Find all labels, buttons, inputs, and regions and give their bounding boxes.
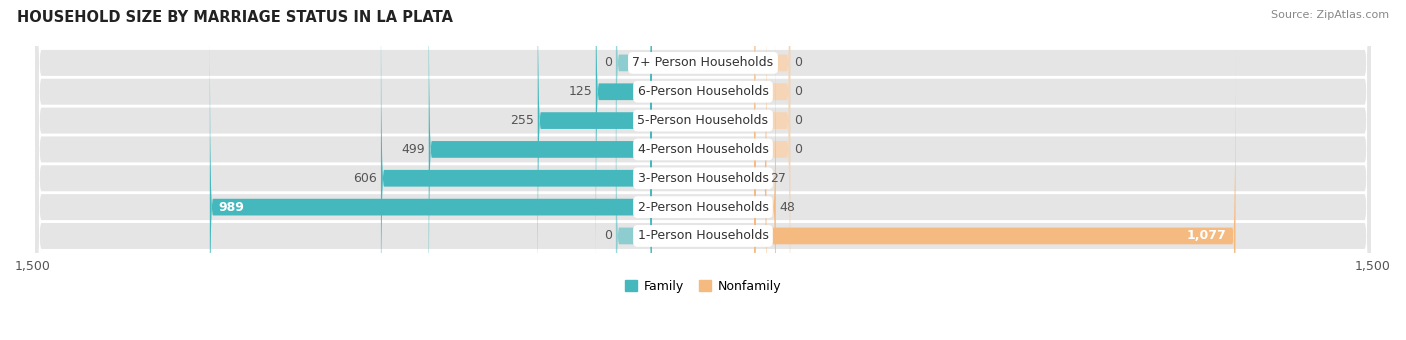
Text: 0: 0 xyxy=(793,143,801,156)
Text: 7+ Person Households: 7+ Person Households xyxy=(633,56,773,69)
FancyBboxPatch shape xyxy=(381,0,651,340)
FancyBboxPatch shape xyxy=(537,0,651,314)
FancyBboxPatch shape xyxy=(209,14,651,340)
FancyBboxPatch shape xyxy=(35,0,1371,340)
Text: 0: 0 xyxy=(793,85,801,98)
FancyBboxPatch shape xyxy=(755,0,790,285)
Text: 0: 0 xyxy=(793,114,801,127)
Text: 1,077: 1,077 xyxy=(1187,230,1226,242)
FancyBboxPatch shape xyxy=(596,0,651,285)
FancyBboxPatch shape xyxy=(429,0,651,340)
FancyBboxPatch shape xyxy=(35,0,1371,340)
FancyBboxPatch shape xyxy=(755,14,776,340)
Text: 5-Person Households: 5-Person Households xyxy=(637,114,769,127)
FancyBboxPatch shape xyxy=(35,0,1371,340)
Text: 4-Person Households: 4-Person Households xyxy=(637,143,769,156)
FancyBboxPatch shape xyxy=(755,0,790,340)
FancyBboxPatch shape xyxy=(35,0,1371,340)
Text: 606: 606 xyxy=(353,172,377,185)
FancyBboxPatch shape xyxy=(616,0,651,256)
Text: 1-Person Households: 1-Person Households xyxy=(637,230,769,242)
FancyBboxPatch shape xyxy=(35,0,1371,340)
FancyBboxPatch shape xyxy=(35,0,1371,340)
Text: 989: 989 xyxy=(219,201,245,214)
FancyBboxPatch shape xyxy=(755,0,790,314)
Text: 3-Person Households: 3-Person Households xyxy=(637,172,769,185)
Text: 0: 0 xyxy=(605,56,613,69)
Text: 2-Person Households: 2-Person Households xyxy=(637,201,769,214)
Text: 499: 499 xyxy=(402,143,425,156)
FancyBboxPatch shape xyxy=(35,0,1371,340)
Text: 0: 0 xyxy=(605,230,613,242)
Text: 0: 0 xyxy=(793,56,801,69)
FancyBboxPatch shape xyxy=(616,42,651,340)
Text: 6-Person Households: 6-Person Households xyxy=(637,85,769,98)
FancyBboxPatch shape xyxy=(755,0,766,340)
FancyBboxPatch shape xyxy=(755,42,1236,340)
Text: HOUSEHOLD SIZE BY MARRIAGE STATUS IN LA PLATA: HOUSEHOLD SIZE BY MARRIAGE STATUS IN LA … xyxy=(17,10,453,25)
Text: Source: ZipAtlas.com: Source: ZipAtlas.com xyxy=(1271,10,1389,20)
Legend: Family, Nonfamily: Family, Nonfamily xyxy=(624,280,782,293)
Text: 255: 255 xyxy=(510,114,534,127)
Text: 27: 27 xyxy=(770,172,786,185)
FancyBboxPatch shape xyxy=(755,0,790,256)
Text: 48: 48 xyxy=(779,201,796,214)
Text: 125: 125 xyxy=(568,85,592,98)
